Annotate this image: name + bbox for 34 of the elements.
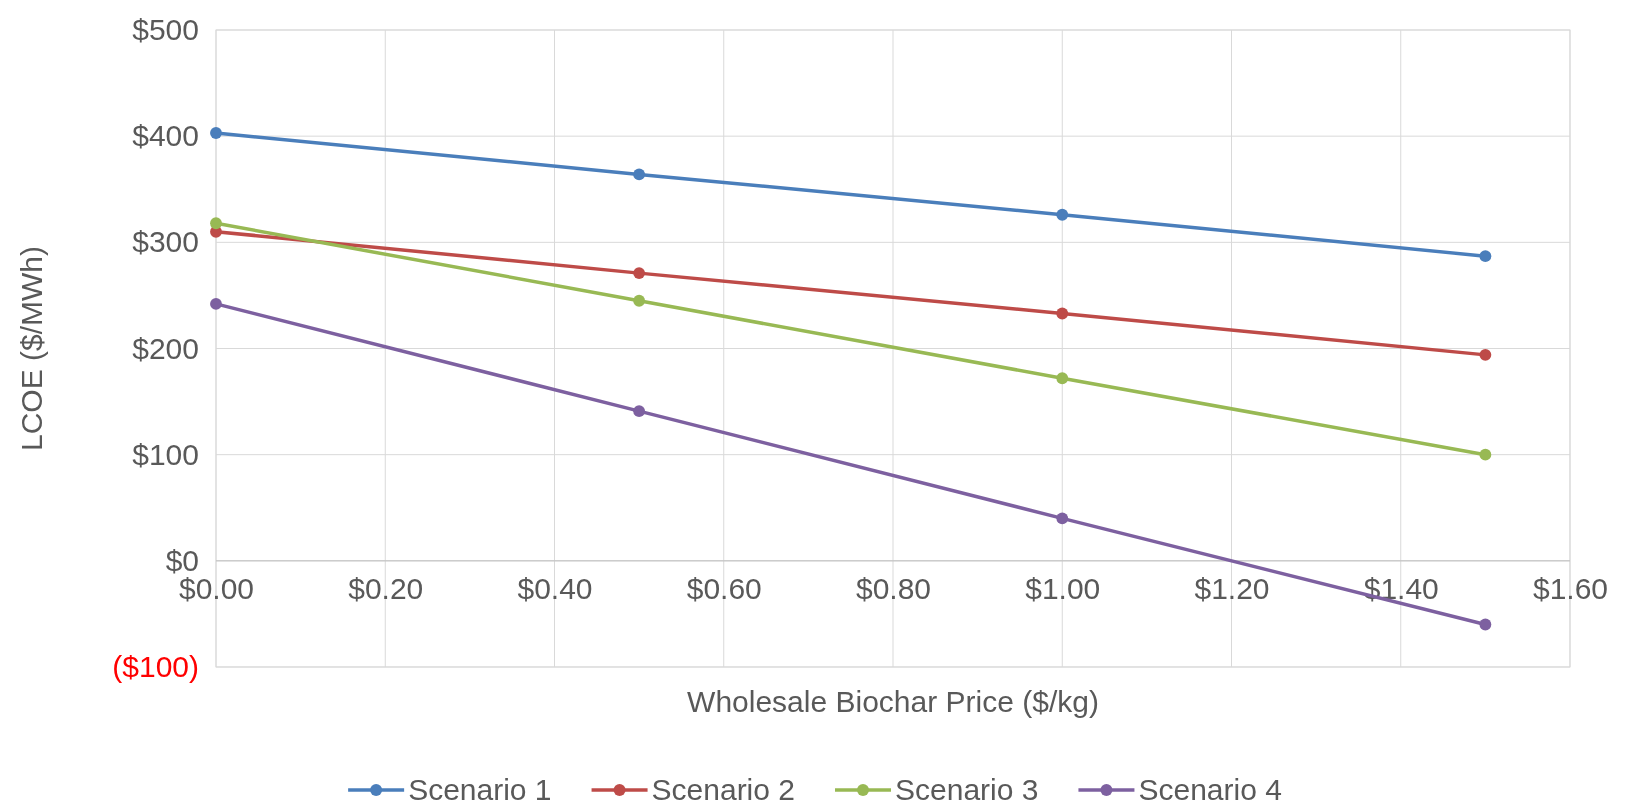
y-tick-label: $300: [132, 225, 199, 259]
x-tick-label: $0.80: [855, 572, 932, 606]
point: [1479, 348, 1492, 361]
point: [1479, 618, 1492, 631]
point: [1056, 372, 1069, 385]
y-tick-label: ($100): [112, 650, 199, 684]
x-tick-label: $0.40: [517, 572, 593, 606]
point: [1056, 307, 1069, 320]
point: [1479, 448, 1492, 461]
y-tick-label: $500: [132, 13, 199, 47]
point: [633, 294, 646, 307]
legend-label: Scenario 2: [651, 773, 795, 806]
point: [210, 127, 222, 139]
point: [633, 168, 646, 181]
y-tick-label: $200: [132, 331, 199, 365]
legend-label: Scenario 1: [408, 773, 552, 806]
x-tick-label: $0.60: [686, 572, 762, 606]
point: [1056, 512, 1069, 525]
x-tick-label: $0.20: [348, 572, 424, 606]
point: [1056, 208, 1069, 221]
point: [633, 405, 646, 418]
y-axis-title: LCOE ($/MWh): [15, 245, 48, 452]
legend-label: Scenario 3: [895, 773, 1039, 806]
point: [1479, 250, 1492, 263]
x-tick-label: $1.20: [1194, 572, 1270, 606]
point: [210, 217, 222, 230]
point: [633, 267, 646, 280]
x-tick-label: $1.60: [1532, 572, 1609, 606]
y-tick-label: $400: [132, 119, 199, 153]
x-tick-label: $1.00: [1025, 572, 1101, 606]
x-axis-title: Wholesale Biochar Price ($/kg): [687, 685, 1099, 718]
legend-label: Scenario 4: [1138, 773, 1282, 806]
point: [210, 298, 222, 310]
y-tick-label: $100: [132, 437, 199, 471]
